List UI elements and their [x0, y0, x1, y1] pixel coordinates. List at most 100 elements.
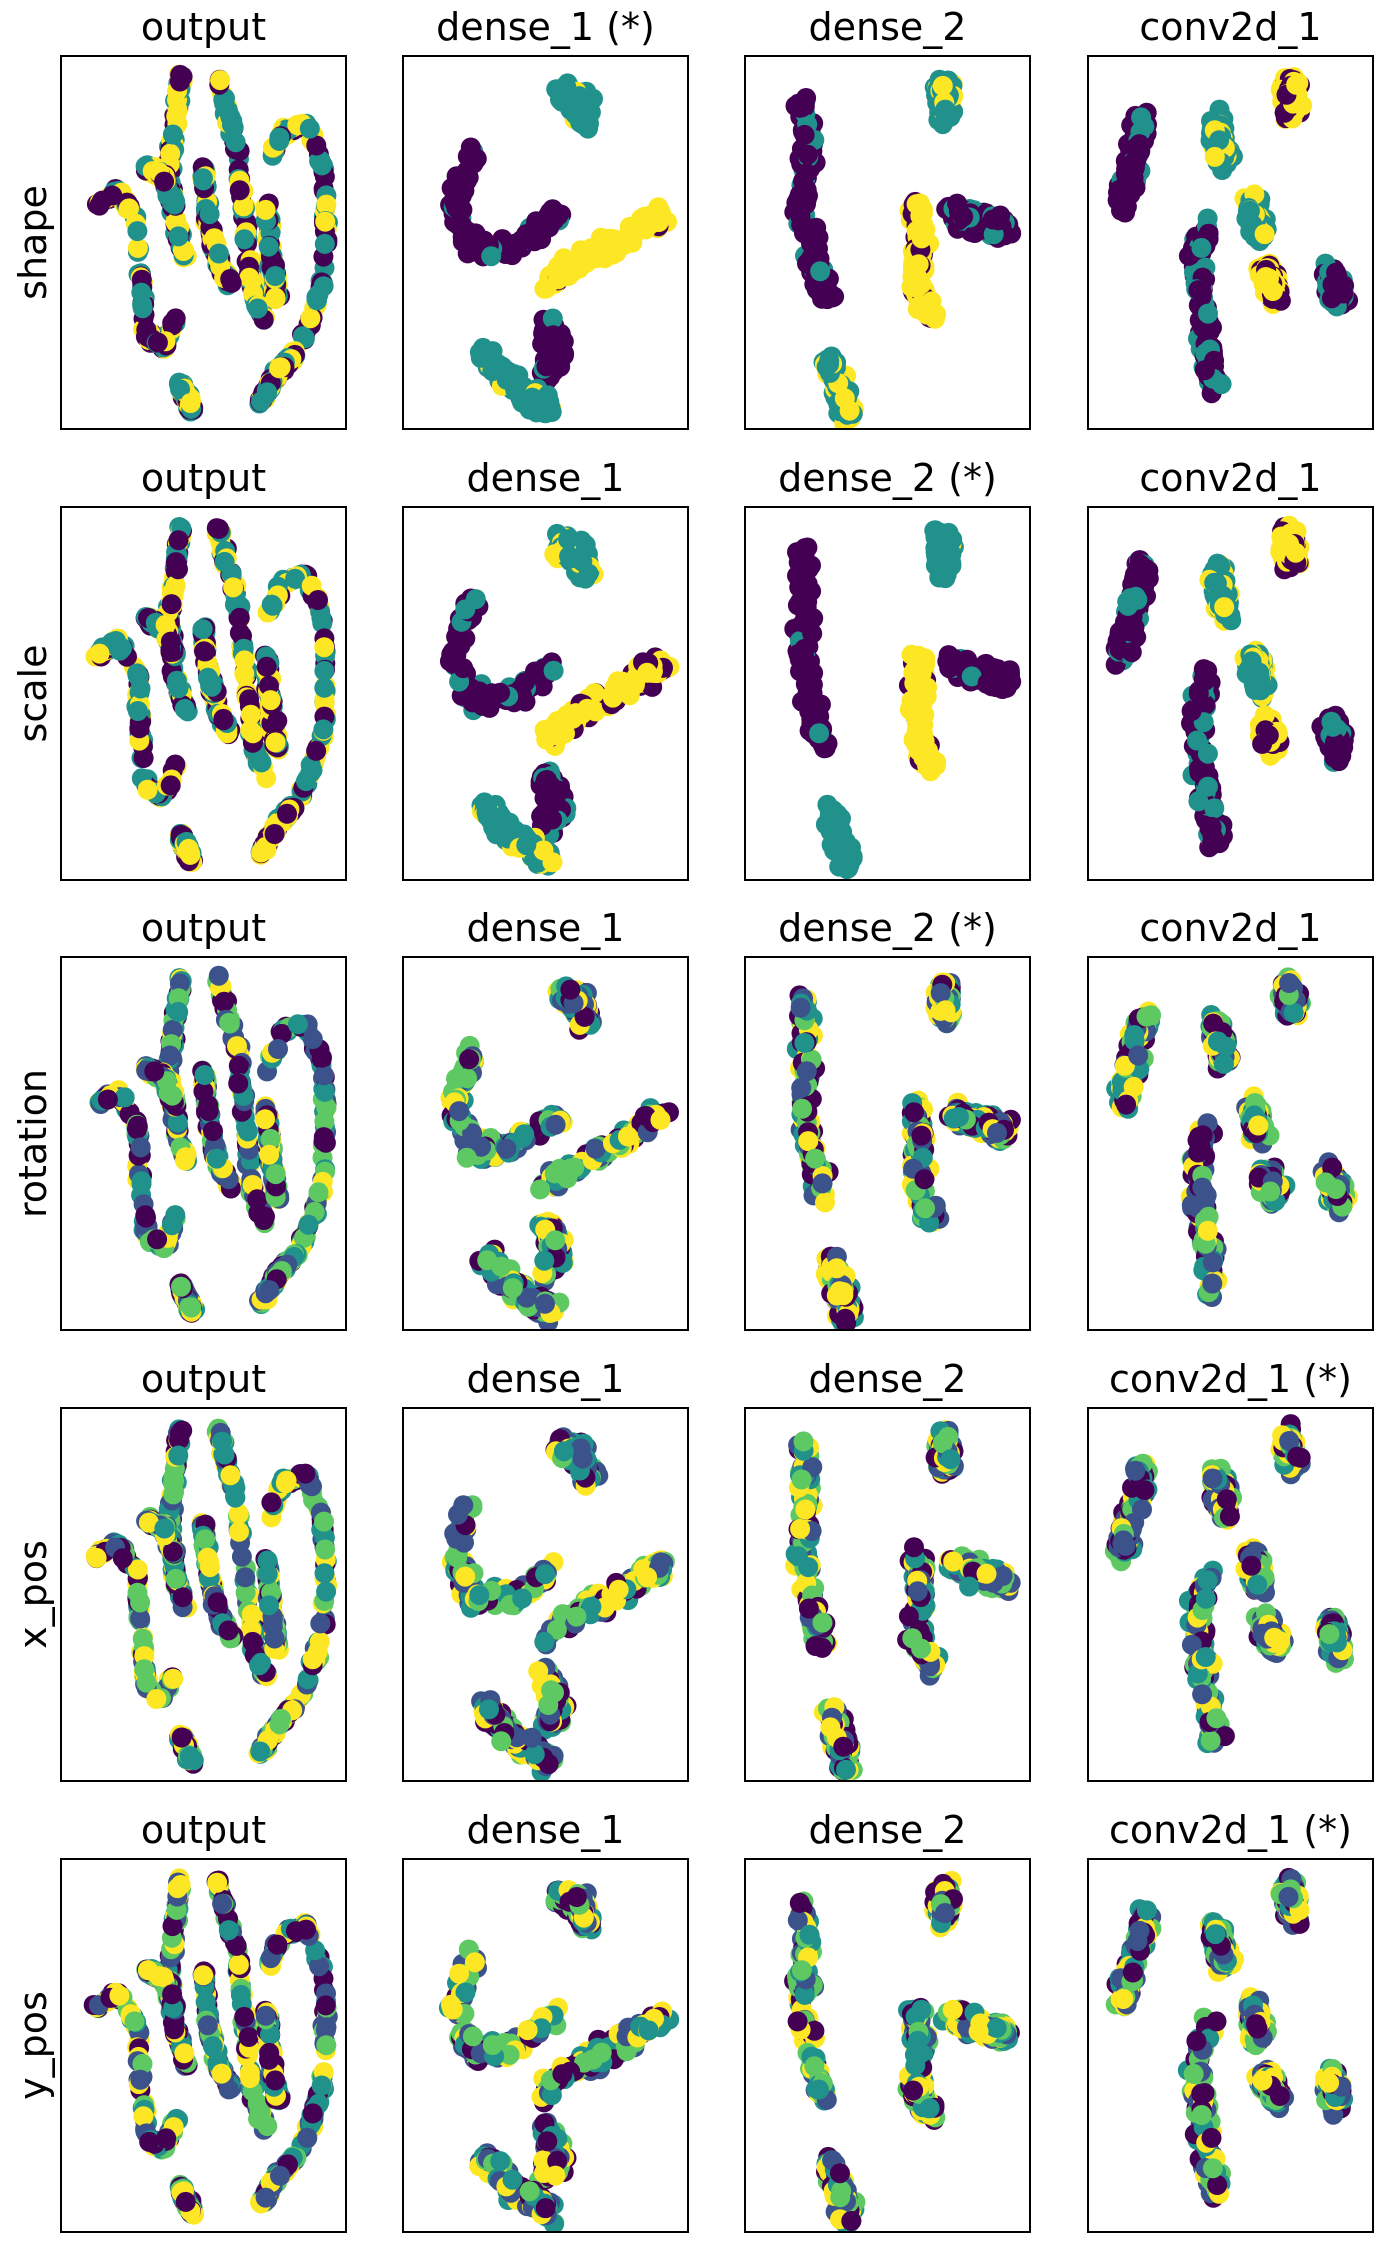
scatter-point [247, 298, 268, 319]
scatter-point [1286, 74, 1307, 95]
scatter-point [127, 221, 148, 242]
scatter-point [127, 701, 148, 721]
scatter-panel-scale-dense_1: dense_1 [402, 456, 689, 881]
panel-frame [1087, 55, 1374, 430]
scatter-panel-scale-conv2d_1: conv2d_1 [1087, 456, 1374, 881]
scatter-point [802, 623, 823, 644]
scatter-point [460, 137, 481, 158]
scatter-point [267, 710, 288, 731]
scatter-point [129, 718, 150, 739]
scatter-point [1120, 184, 1141, 205]
scatter-point [816, 356, 837, 377]
scatter-point [260, 690, 281, 711]
scatter-point [787, 595, 808, 616]
scatter-point [1191, 237, 1212, 258]
scatter-point [915, 219, 936, 240]
scatter-point [127, 663, 148, 684]
scatter-point [465, 589, 486, 610]
scatter-point [481, 246, 502, 267]
scatter-points [86, 64, 338, 422]
scatter-point [564, 90, 585, 111]
scatter-panel-shape-dense_1: dense_1 (*) [402, 5, 689, 430]
scatter-point [796, 88, 817, 108]
scatter-point [155, 614, 176, 635]
scatter-point [160, 775, 181, 796]
scatter-point [307, 290, 327, 311]
scatter-point [1109, 639, 1130, 660]
scatter-point [794, 124, 815, 145]
scatter-point [264, 824, 285, 844]
scatter-point [459, 224, 480, 245]
scatter-point [790, 572, 811, 593]
scatter-point [806, 217, 827, 238]
scatter-point [906, 194, 927, 215]
scatter-point [251, 752, 272, 773]
scatter-point [788, 189, 809, 210]
scatter-point [161, 594, 182, 615]
scatter-point [569, 258, 590, 279]
scatter-point [1209, 130, 1230, 151]
scatter-point [916, 751, 937, 772]
scatter-point [572, 111, 593, 132]
scatter-panel-shape-output: output [60, 5, 347, 430]
scatter-point [240, 720, 261, 741]
scatter-point [531, 229, 552, 250]
scatter-point [213, 710, 234, 731]
scatter-point [127, 237, 148, 258]
scatter-point [565, 703, 586, 724]
scatter-point [316, 194, 337, 215]
scatter-point [255, 199, 276, 220]
scatter-point [1204, 146, 1225, 167]
scatter-point [543, 720, 564, 741]
scatter-point [504, 369, 525, 390]
panel-title: conv2d_1 [1139, 456, 1321, 500]
panel-frame [744, 55, 1031, 430]
scatter-point [809, 723, 830, 744]
scatter-point [839, 400, 860, 421]
scatter-point [180, 844, 201, 865]
scatter-point [269, 127, 290, 148]
scatter-point [490, 357, 511, 378]
scatter-point [314, 677, 335, 698]
scatter-point [638, 209, 659, 229]
scatter-point [229, 607, 250, 628]
scatter-panel-scale-dense_2: dense_2 (*) [744, 456, 1031, 881]
panel-title: output [141, 5, 266, 49]
scatter-point [265, 732, 286, 753]
scatter-point [221, 114, 242, 135]
scatter-point [285, 568, 306, 589]
scatter-point [793, 554, 814, 575]
panel-title: output [141, 456, 266, 500]
scatter-point [306, 135, 327, 156]
scatter-point [229, 180, 250, 201]
scatter-point [168, 678, 189, 699]
scatter-point [163, 188, 184, 209]
scatter-point [536, 327, 557, 348]
scatter-point [483, 807, 504, 828]
scatter-point [540, 776, 561, 797]
scatter-point [921, 291, 942, 312]
scatter-point [240, 704, 261, 725]
scatter-point [160, 631, 181, 652]
scatter-point [542, 308, 563, 329]
scatter-point [1285, 542, 1306, 563]
scatter-point [261, 594, 282, 615]
scatter-point [168, 530, 189, 551]
scatter-point [162, 312, 183, 333]
scatter-point [199, 671, 220, 691]
scatter-point [168, 559, 188, 580]
scatter-points [1105, 515, 1355, 858]
scatter-point [223, 577, 244, 598]
scatter-point [543, 660, 564, 681]
scatter-point [1115, 202, 1136, 223]
scatter-point [172, 66, 193, 87]
scatter-point [314, 660, 335, 681]
scatter-point [452, 179, 473, 200]
scatter-point [1210, 555, 1231, 576]
scatter-point [537, 385, 558, 406]
scatter-point [102, 185, 123, 206]
scatter-point [795, 663, 816, 684]
scatter-point [932, 75, 953, 96]
scatter-point [314, 637, 335, 658]
